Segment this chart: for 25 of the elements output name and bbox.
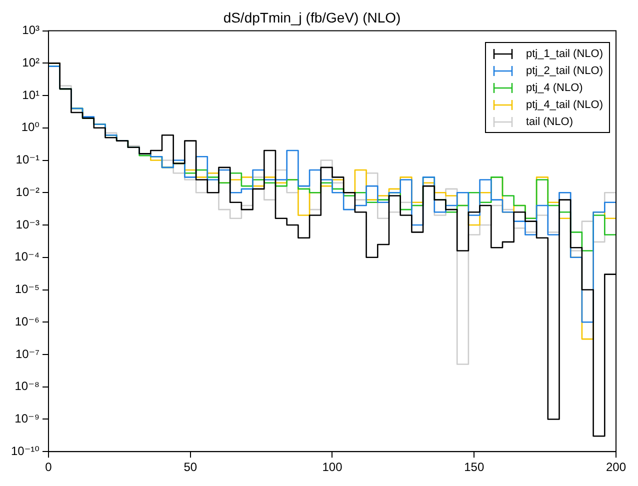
y-tick-label: 10⁻⁷: [15, 346, 40, 361]
y-tick-label: 10⁻⁸: [14, 379, 40, 394]
chart-title: dS/dpTmin_j (fb/GeV) (NLO): [223, 9, 401, 26]
legend-label: ptj_2_tail (NLO): [526, 64, 603, 76]
x-tick-label: 100: [322, 460, 343, 474]
legend-label: ptj_1_tail (NLO): [526, 48, 603, 60]
x-tick-label: 50: [184, 460, 198, 474]
y-tick-label: 10⁻¹: [16, 152, 40, 167]
y-tick-label: 10⁻⁴: [14, 250, 40, 264]
y-tick-label: 10⁻¹⁰: [10, 444, 40, 458]
legend-label: tail (NLO): [526, 116, 574, 128]
x-tick-label: 150: [464, 460, 484, 474]
legend-label: ptj_4_tail (NLO): [526, 98, 603, 110]
y-tick-label: 10²: [22, 55, 40, 70]
y-tick-label: 10⁻⁵: [14, 282, 40, 296]
y-tick-label: 10⁻³: [16, 217, 40, 232]
y-tick-label: 10⁻⁹: [14, 412, 40, 426]
y-tick-label: 10¹: [22, 88, 40, 102]
y-tick-label: 10⁻²: [16, 184, 40, 199]
x-tick-label: 0: [45, 460, 52, 474]
legend-label: ptj_4 (NLO): [526, 82, 583, 94]
y-tick-label: 10³: [22, 23, 40, 38]
y-tick-label: 10⁰: [21, 120, 40, 134]
x-tick-label: 200: [606, 460, 626, 474]
y-tick-label: 10⁻⁶: [14, 314, 40, 328]
